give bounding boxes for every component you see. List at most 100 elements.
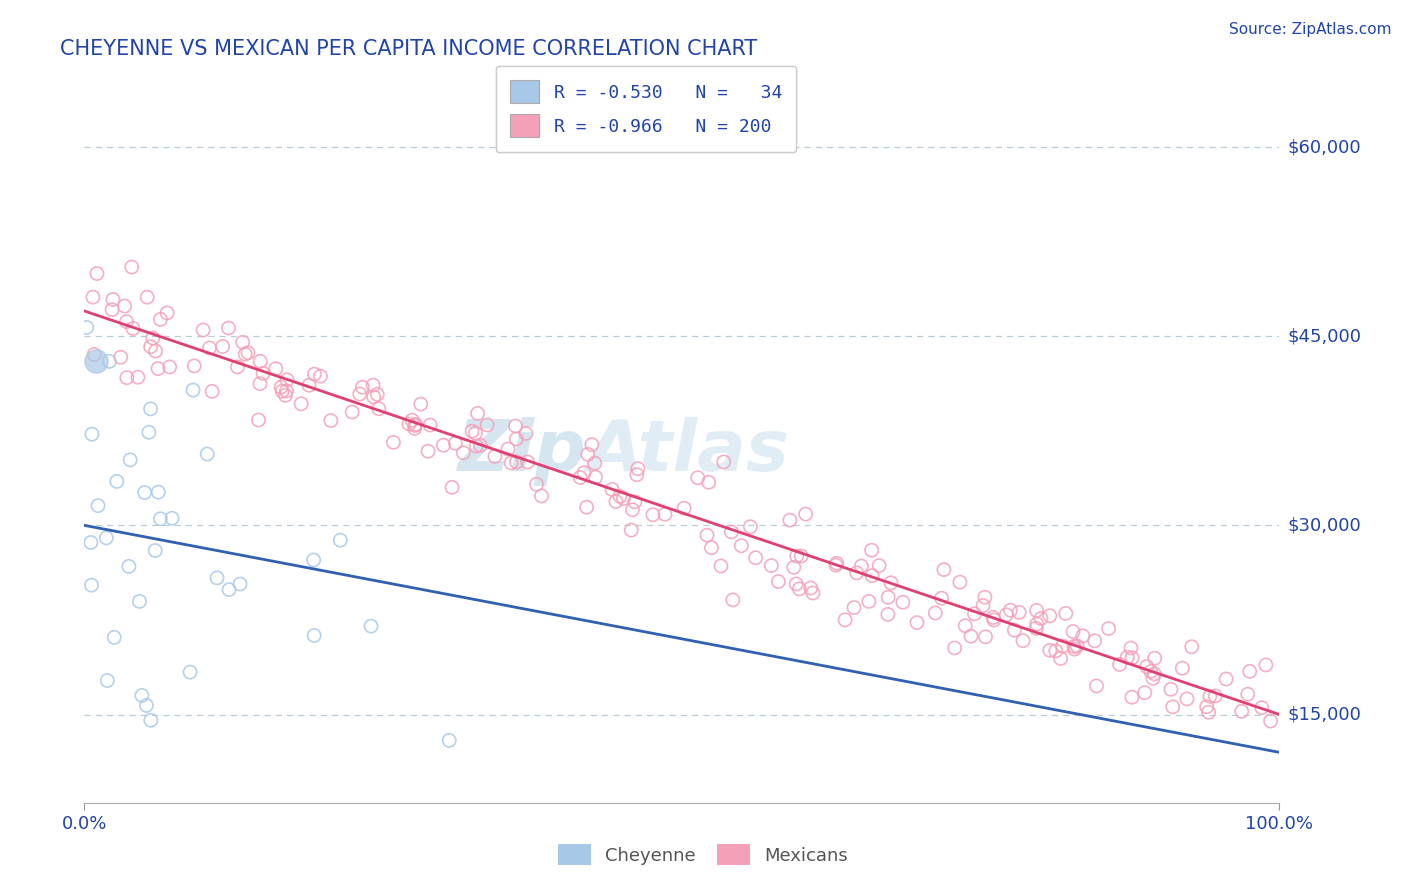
Point [786, 549, 808, 563]
Point [98, 354, 121, 368]
Point [1054, 607, 1077, 621]
Point [860, 543, 883, 558]
Point [1142, 671, 1164, 685]
Point [139, 340, 162, 354]
Point [627, 461, 650, 475]
Point [1063, 640, 1085, 654]
Point [1143, 651, 1166, 665]
Point [149, 312, 172, 326]
Point [1136, 659, 1159, 673]
Point [720, 524, 742, 539]
Point [1025, 621, 1047, 635]
Point [101, 302, 124, 317]
Legend: R = -0.530   N =   34, R = -0.966   N = 200: R = -0.530 N = 34, R = -0.966 N = 200 [496, 66, 796, 152]
Point [276, 373, 298, 387]
Point [1108, 657, 1130, 672]
Point [146, 361, 169, 376]
Point [1139, 665, 1161, 679]
Point [845, 566, 868, 580]
Point [654, 507, 676, 521]
Point [569, 470, 592, 484]
Point [120, 453, 142, 467]
Point [700, 541, 723, 555]
Point [114, 299, 136, 313]
Point [880, 575, 903, 590]
Point [1000, 603, 1022, 617]
Point [419, 417, 441, 432]
Point [179, 665, 201, 679]
Point [139, 713, 162, 727]
Point [505, 455, 527, 469]
Point [148, 485, 170, 500]
Point [697, 475, 720, 490]
Point [924, 606, 946, 620]
Point [576, 447, 599, 461]
Point [744, 550, 766, 565]
Point [80, 578, 103, 592]
Point [995, 607, 1018, 622]
Point [891, 595, 914, 609]
Point [1002, 623, 1025, 637]
Point [789, 582, 811, 596]
Point [1025, 617, 1047, 632]
Text: Source: ZipAtlas.com: Source: ZipAtlas.com [1229, 22, 1392, 37]
Point [309, 369, 332, 384]
Point [1039, 643, 1062, 657]
Point [496, 442, 519, 456]
Point [730, 539, 752, 553]
Point [86, 354, 108, 368]
Text: $30,000: $30,000 [1288, 516, 1361, 534]
Point [973, 590, 995, 604]
Point [600, 483, 623, 497]
Point [276, 384, 298, 398]
Point [409, 397, 432, 411]
Point [298, 378, 321, 392]
Point [877, 607, 900, 622]
Point [340, 405, 363, 419]
Point [575, 500, 598, 515]
Point [1029, 611, 1052, 625]
Point [401, 413, 423, 427]
Point [1175, 692, 1198, 706]
Point [1025, 603, 1047, 617]
Point [1230, 704, 1253, 718]
Point [444, 436, 467, 450]
Point [858, 594, 880, 608]
Point [138, 425, 160, 440]
Point [416, 444, 439, 458]
Point [432, 438, 454, 452]
Point [183, 359, 205, 373]
Point [1181, 640, 1204, 654]
Point [156, 306, 179, 320]
Point [516, 455, 538, 469]
Point [800, 581, 823, 595]
Point [366, 387, 388, 401]
Point [572, 466, 595, 480]
Point [80, 535, 103, 549]
Point [360, 619, 382, 633]
Point [1097, 622, 1119, 636]
Point [143, 543, 166, 558]
Point [981, 610, 1004, 624]
Point [1161, 699, 1184, 714]
Point [740, 519, 762, 533]
Point [1049, 651, 1071, 665]
Point [96, 531, 118, 545]
Text: Atlas: Atlas [586, 417, 789, 486]
Point [686, 471, 709, 485]
Point [585, 470, 607, 484]
Point [1012, 633, 1035, 648]
Point [270, 380, 292, 394]
Point [825, 558, 848, 573]
Point [1239, 665, 1261, 679]
Point [191, 323, 214, 337]
Point [131, 689, 153, 703]
Point [236, 345, 259, 359]
Point [115, 370, 138, 384]
Point [218, 321, 240, 335]
Point [122, 321, 145, 335]
Text: $15,000: $15,000 [1288, 706, 1361, 723]
Legend: Cheyenne, Mexicans: Cheyenne, Mexicans [548, 835, 858, 874]
Point [103, 631, 125, 645]
Point [960, 629, 983, 643]
